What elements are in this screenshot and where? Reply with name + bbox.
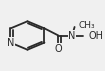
Text: O: O (55, 44, 62, 54)
Text: N: N (68, 31, 76, 40)
Text: N: N (7, 38, 14, 48)
Text: CH₃: CH₃ (78, 21, 95, 30)
Text: OH: OH (88, 31, 103, 40)
